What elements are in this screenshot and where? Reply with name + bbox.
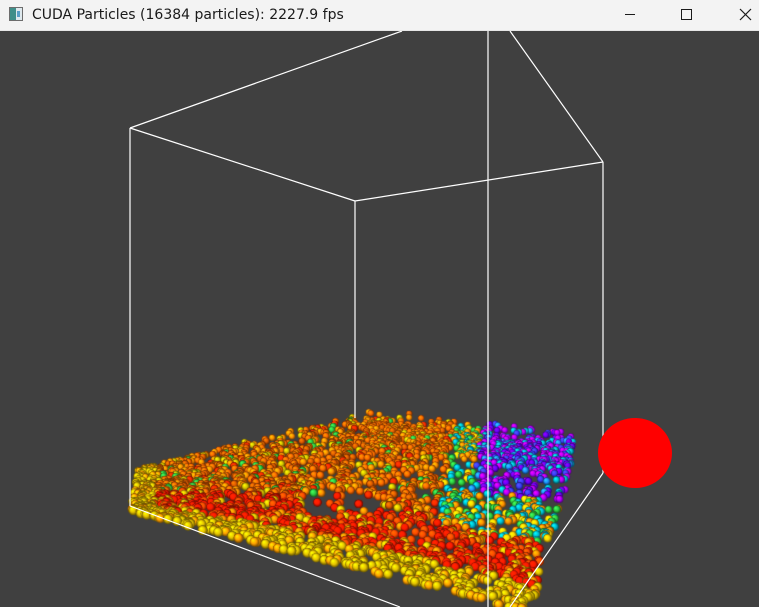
close-button[interactable]	[713, 0, 759, 30]
box-edge	[509, 472, 604, 607]
minimize-icon	[625, 14, 635, 15]
particle-layer	[0, 31, 759, 607]
app-icon	[9, 7, 23, 21]
maximize-button[interactable]	[663, 0, 709, 30]
render-viewport[interactable]	[0, 31, 759, 607]
title-bar[interactable]: CUDA Particles (16384 particles): 2227.9…	[0, 0, 759, 31]
box-edge	[129, 127, 356, 202]
window-title: CUDA Particles (16384 particles): 2227.9…	[32, 7, 344, 23]
box-edge	[354, 161, 604, 202]
collider-sphere[interactable]	[598, 418, 672, 488]
scene-overlay	[129, 31, 672, 607]
minimize-button[interactable]	[607, 0, 653, 30]
bounding-box	[129, 31, 604, 607]
box-edge	[509, 31, 604, 163]
box-edge	[129, 31, 403, 129]
maximize-icon	[681, 9, 692, 20]
box-edge	[129, 505, 401, 607]
close-icon	[739, 8, 752, 21]
